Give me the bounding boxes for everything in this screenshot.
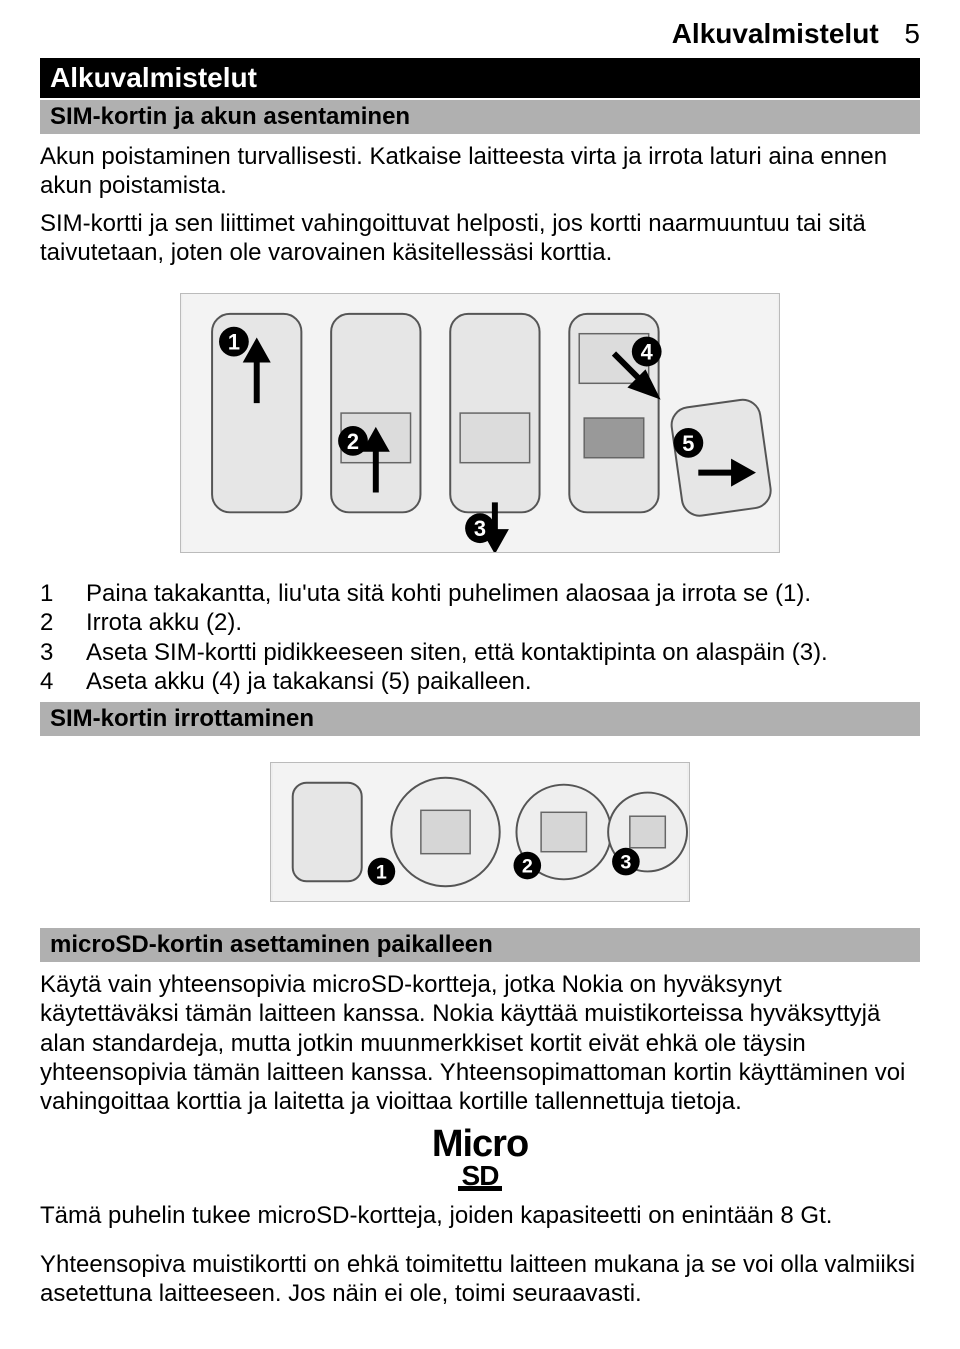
step-text: Irrota akku (2).	[86, 608, 920, 637]
microsd-logo-text: Micro SD	[432, 1130, 528, 1191]
paragraph: Käytä vain yhteensopivia microSD-korttej…	[40, 970, 920, 1116]
svg-text:5: 5	[682, 431, 694, 456]
svg-text:3: 3	[474, 516, 486, 541]
running-head-title: Alkuvalmistelut	[672, 18, 879, 49]
diagram-icon: 1 2 3 4 5	[180, 293, 780, 553]
section-heading-microsd: microSD-kortin asettaminen paikalleen	[40, 928, 920, 962]
chapter-heading: Alkuvalmistelut	[40, 58, 920, 98]
paragraph: Tämä puhelin tukee microSD-kortteja, joi…	[40, 1201, 920, 1230]
page-number: 5	[904, 18, 920, 49]
svg-text:1: 1	[376, 861, 387, 883]
section-heading-sim-install: SIM-kortin ja akun asentaminen	[40, 100, 920, 134]
svg-text:3: 3	[620, 852, 631, 874]
svg-text:4: 4	[641, 340, 654, 365]
svg-text:1: 1	[228, 330, 240, 355]
step-text: Paina takakantta, liu'uta sitä kohti puh…	[86, 579, 920, 608]
step-number: 1	[40, 579, 86, 608]
logo-line-1: Micro	[432, 1130, 528, 1159]
list-item: 3 Aseta SIM-kortti pidikkeeseen siten, e…	[40, 638, 920, 667]
svg-text:2: 2	[522, 856, 533, 878]
paragraph: Akun poistaminen turvallisesti. Katkaise…	[40, 142, 920, 201]
paragraph: Yhteensopiva muistikortti on ehkä toimit…	[40, 1250, 920, 1309]
step-text: Aseta akku (4) ja takakansi (5) paikalle…	[86, 667, 920, 696]
step-number: 4	[40, 667, 86, 696]
figure-sim-remove: 1 2 3	[40, 762, 920, 902]
step-number: 2	[40, 608, 86, 637]
running-head: Alkuvalmistelut 5	[40, 12, 920, 58]
list-item: 4 Aseta akku (4) ja takakansi (5) paikal…	[40, 667, 920, 696]
numbered-steps: 1 Paina takakantta, liu'uta sitä kohti p…	[40, 579, 920, 696]
list-item: 1 Paina takakantta, liu'uta sitä kohti p…	[40, 579, 920, 608]
step-number: 3	[40, 638, 86, 667]
figure-sim-install: 1 2 3 4 5	[40, 293, 920, 553]
svg-text:2: 2	[347, 429, 359, 454]
step-text: Aseta SIM-kortti pidikkeeseen siten, ett…	[86, 638, 920, 667]
paragraph: SIM-kortti ja sen liittimet vahingoittuv…	[40, 209, 920, 268]
diagram-icon: 1 2 3	[270, 762, 690, 902]
section-heading-sim-remove: SIM-kortin irrottaminen	[40, 702, 920, 736]
microsd-logo: Micro SD	[40, 1130, 920, 1191]
list-item: 2 Irrota akku (2).	[40, 608, 920, 637]
manual-page: Alkuvalmistelut 5 Alkuvalmistelut SIM-ko…	[0, 0, 960, 1349]
logo-line-2: SD	[458, 1165, 503, 1191]
